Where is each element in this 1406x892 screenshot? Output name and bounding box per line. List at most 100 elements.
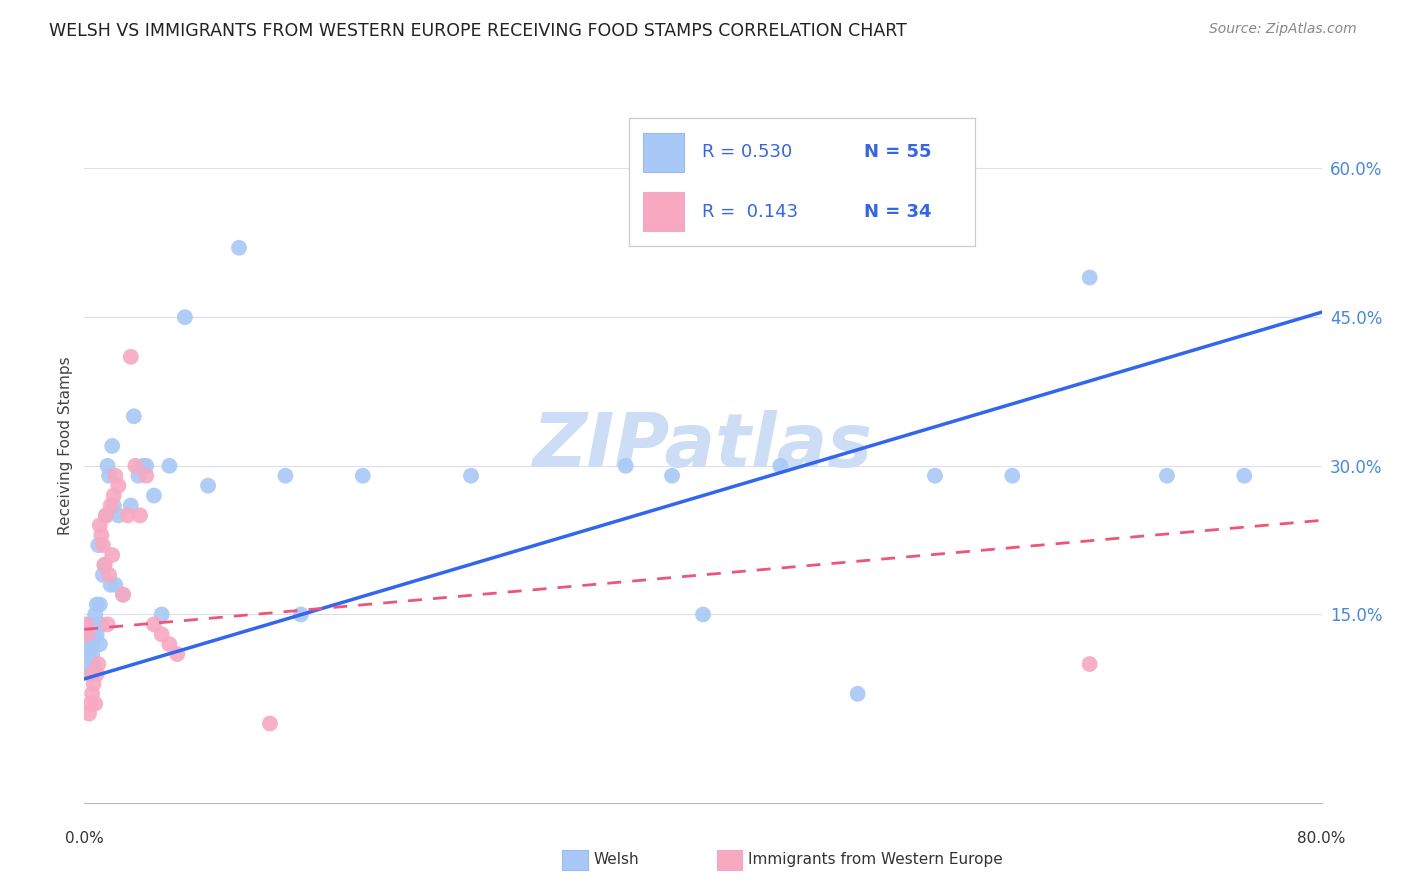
Point	[75, 617, 97, 632]
Point	[104, 578, 127, 592]
Point	[122, 409, 145, 424]
Point	[98, 567, 121, 582]
Text: N = 55: N = 55	[865, 144, 932, 161]
Point	[86, 667, 108, 681]
Point	[143, 617, 166, 632]
Point	[87, 617, 110, 632]
Point	[769, 458, 792, 473]
Point	[90, 617, 112, 632]
Point	[86, 627, 108, 641]
Point	[75, 637, 97, 651]
Point	[135, 458, 157, 473]
Point	[79, 617, 101, 632]
Point	[93, 558, 115, 572]
Point	[77, 706, 100, 721]
Point	[174, 310, 197, 325]
Point	[79, 667, 101, 681]
Point	[83, 677, 105, 691]
Text: WELSH VS IMMIGRANTS FROM WESTERN EUROPE RECEIVING FOOD STAMPS CORRELATION CHART: WELSH VS IMMIGRANTS FROM WESTERN EUROPE …	[49, 22, 907, 40]
Point	[135, 468, 157, 483]
Point	[1001, 468, 1024, 483]
Point	[159, 637, 180, 651]
Point	[91, 538, 114, 552]
Point	[101, 548, 124, 562]
Text: R = 0.530: R = 0.530	[702, 144, 792, 161]
Point	[96, 458, 118, 473]
Text: 80.0%: 80.0%	[1298, 831, 1346, 846]
Point	[846, 687, 869, 701]
Point	[124, 458, 146, 473]
Point	[150, 607, 173, 622]
Point	[228, 241, 250, 255]
Point	[159, 458, 180, 473]
Point	[1233, 468, 1256, 483]
Point	[614, 458, 637, 473]
Point	[107, 478, 129, 492]
Point	[77, 627, 100, 641]
Point	[259, 716, 281, 731]
Point	[98, 468, 121, 483]
Point	[132, 458, 155, 473]
Text: ZIPatlas: ZIPatlas	[533, 409, 873, 483]
Point	[120, 499, 142, 513]
Point	[1078, 270, 1101, 285]
Point	[166, 647, 188, 661]
Point	[352, 468, 374, 483]
Text: Source: ZipAtlas.com: Source: ZipAtlas.com	[1209, 22, 1357, 37]
Point	[1156, 468, 1178, 483]
Point	[290, 607, 312, 622]
Point	[150, 627, 173, 641]
Point	[129, 508, 152, 523]
Point	[82, 687, 104, 701]
Point	[100, 499, 122, 513]
Point	[76, 627, 98, 641]
Point	[117, 508, 139, 523]
Point	[1078, 657, 1101, 671]
Point	[89, 598, 111, 612]
Point	[103, 489, 125, 503]
Point	[83, 657, 105, 671]
Point	[82, 637, 104, 651]
Point	[84, 697, 107, 711]
Point	[107, 508, 129, 523]
Text: Immigrants from Western Europe: Immigrants from Western Europe	[748, 853, 1002, 867]
Point	[96, 617, 118, 632]
Bar	[643, 193, 685, 231]
Point	[100, 578, 122, 592]
Point	[104, 468, 127, 483]
Point	[86, 598, 108, 612]
Point	[661, 468, 683, 483]
Point	[91, 567, 114, 582]
Point	[924, 468, 946, 483]
Text: Welsh: Welsh	[593, 853, 638, 867]
Y-axis label: Receiving Food Stamps: Receiving Food Stamps	[58, 357, 73, 535]
Point	[94, 508, 117, 523]
Text: R =  0.143: R = 0.143	[702, 202, 797, 220]
Point	[94, 508, 117, 523]
Point	[143, 489, 166, 503]
Point	[692, 607, 714, 622]
Point	[82, 667, 104, 681]
Point	[77, 647, 100, 661]
Point	[101, 439, 124, 453]
Point	[84, 607, 107, 622]
Point	[112, 588, 135, 602]
Bar	[643, 133, 685, 171]
Point	[112, 588, 135, 602]
Point	[197, 478, 219, 492]
Point	[274, 468, 297, 483]
Point	[89, 518, 111, 533]
Point	[84, 617, 107, 632]
Point	[83, 627, 105, 641]
Point	[460, 468, 482, 483]
Point	[120, 350, 142, 364]
Point	[87, 538, 110, 552]
Point	[103, 499, 125, 513]
Point	[79, 697, 101, 711]
Point	[87, 657, 110, 671]
Text: N = 34: N = 34	[865, 202, 932, 220]
Point	[82, 647, 104, 661]
Text: 0.0%: 0.0%	[65, 831, 104, 846]
Point	[76, 657, 98, 671]
Point	[90, 528, 112, 542]
